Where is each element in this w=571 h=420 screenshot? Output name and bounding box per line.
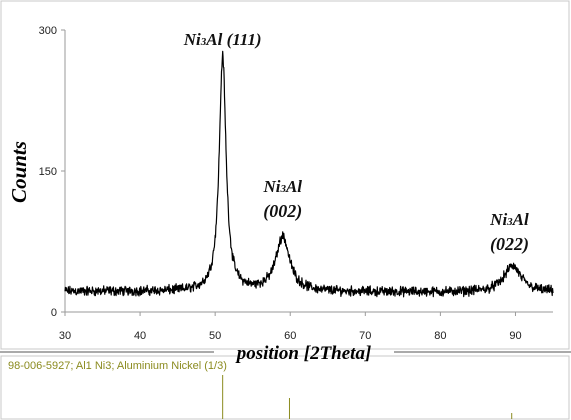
reference-pattern-label: 98-006-5927; Al1 Ni3; Aluminium Nickel (…: [8, 360, 227, 372]
y-ticks: 0 150 300: [39, 25, 65, 319]
x-tick-label: 40: [134, 330, 146, 342]
peak-annotation-hkl: (022): [490, 234, 529, 255]
y-tick-label: 300: [39, 25, 57, 37]
x-tick-label: 50: [209, 330, 221, 342]
x-ticks: 30 40 50 60 70 80 90: [59, 312, 522, 342]
x-tick-label: 80: [434, 330, 446, 342]
peak-annotation: Ni3Al: [489, 210, 529, 229]
y-axis-title: Counts: [7, 141, 31, 203]
spectrum-line: [64, 50, 554, 298]
reference-lines: [220, 358, 513, 419]
y-tick-label: 150: [39, 166, 57, 178]
peak-annotation: Ni3Al: [262, 177, 302, 196]
peak-annotation: Ni3Al (111): [183, 30, 262, 49]
peak-annotation-hkl: (002): [263, 201, 302, 222]
x-tick-label: 30: [59, 330, 71, 342]
peak-labels: Ni3Al (111) Ni3Al (002) Ni3Al (022): [183, 30, 529, 255]
plot-frame: [0, 0, 570, 350]
x-tick-label: 70: [359, 330, 371, 342]
x-tick-label: 90: [509, 330, 521, 342]
x-tick-label: 60: [284, 330, 296, 342]
reference-label-gap: [220, 358, 226, 372]
reference-panel: [0, 355, 570, 420]
x-axis-title: position [2Theta]: [235, 343, 372, 364]
y-tick-label: 0: [51, 307, 57, 319]
